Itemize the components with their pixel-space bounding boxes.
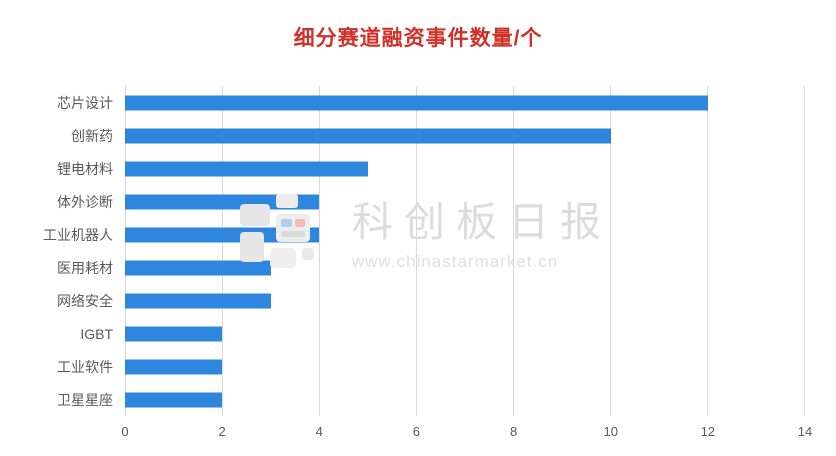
- bar-row: 体外诊断: [0, 185, 836, 218]
- bar-track: [125, 350, 805, 383]
- x-axis-tick-label: 0: [121, 424, 129, 439]
- x-axis-tick-label: 6: [412, 424, 421, 439]
- plot-area: 芯片设计创新药锂电材料体外诊断工业机器人医用耗材网络安全 IGBT 工业软件卫星星座…: [0, 86, 836, 442]
- bar: [125, 260, 271, 275]
- category-label: 网络安全: [57, 292, 113, 309]
- bar: [125, 161, 368, 176]
- x-axis-tick-label: 2: [218, 424, 226, 439]
- bar-row: IGBT: [0, 317, 836, 350]
- x-axis-tick-label: 8: [509, 424, 518, 439]
- x-axis-tick-label: 12: [700, 424, 716, 439]
- bar: [125, 194, 320, 209]
- bar-track: [125, 218, 805, 251]
- x-axis-tick-label: 4: [315, 424, 323, 439]
- x-axis: 0 2 4 6 8 10 12 14: [121, 416, 812, 442]
- bar-track: [125, 383, 805, 416]
- bar-track: [125, 119, 805, 152]
- bar: [125, 326, 223, 341]
- bar-track: [125, 251, 805, 284]
- bar: [125, 359, 223, 374]
- bar-row: 锂电材料: [0, 152, 836, 185]
- category-label: IGBT: [80, 325, 113, 342]
- category-label: 医用耗材: [57, 259, 113, 276]
- category-label: 工业软件: [57, 358, 113, 375]
- x-axis-tick-label: 14: [797, 424, 813, 439]
- bar-row: 卫星星座: [0, 383, 836, 416]
- bar-row: 工业软件: [0, 350, 836, 383]
- category-label: 芯片设计: [57, 94, 113, 111]
- bar-track: [125, 152, 805, 185]
- x-axis-tick-label: 10: [603, 424, 618, 439]
- category-label: 创新药: [71, 127, 113, 144]
- bar: [125, 95, 708, 110]
- category-label: 体外诊断: [57, 193, 113, 210]
- category-label: 锂电材料: [57, 160, 113, 177]
- bar-track: [125, 317, 805, 350]
- bar-row: 网络安全: [0, 284, 836, 317]
- bar-row: 芯片设计: [0, 86, 836, 119]
- bar: [125, 293, 271, 308]
- chart-title: 细分赛道融资事件数量/个: [293, 27, 543, 50]
- bar-track: [125, 185, 805, 218]
- category-label: 卫星星座: [57, 391, 113, 408]
- bar: [125, 128, 611, 143]
- bar-track: [125, 284, 805, 317]
- bar-row: 工业机器人: [0, 218, 836, 251]
- bar-row: 创新药: [0, 119, 836, 152]
- bars-region: 芯片设计创新药锂电材料体外诊断工业机器人医用耗材网络安全 IGBT 工业软件卫星星座: [0, 86, 836, 416]
- bar-row: 医用耗材: [0, 251, 836, 284]
- bar: [125, 227, 320, 242]
- category-label: 工业机器人: [43, 226, 113, 243]
- bar-track: [125, 86, 805, 119]
- bar: [125, 392, 223, 407]
